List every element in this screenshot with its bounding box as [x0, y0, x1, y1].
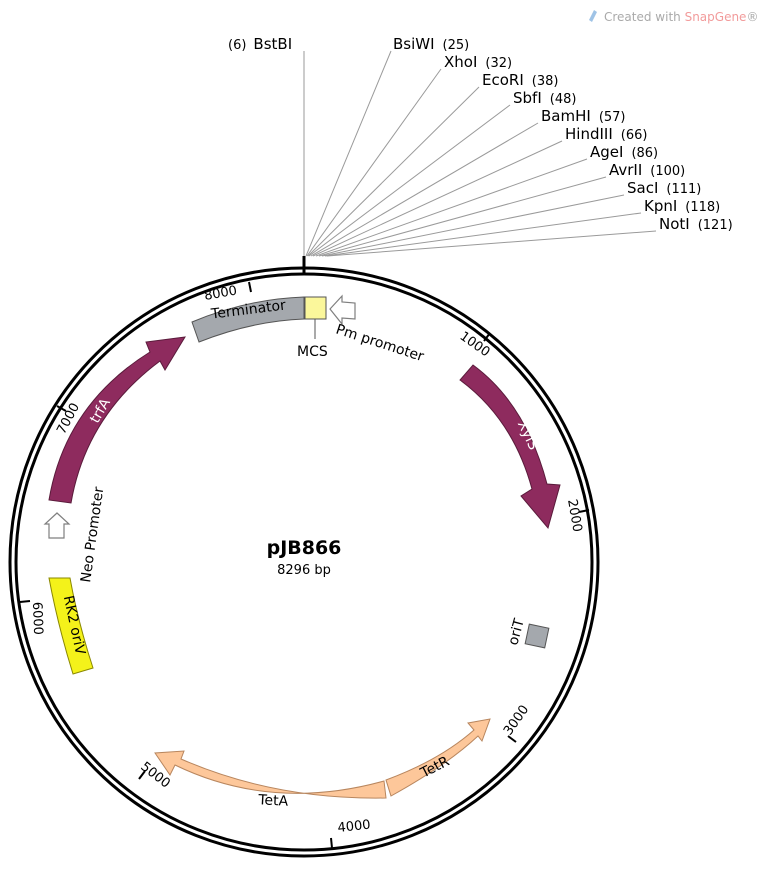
teta-label: TetA — [257, 792, 289, 810]
tick-label-2000: 2000 — [564, 498, 585, 533]
site-avrii: AvrII (100) — [609, 161, 685, 179]
backbone — [8, 256, 600, 858]
tick-label-8000: 8000 — [203, 283, 238, 304]
site-xhoi: XhoI (32) — [444, 53, 512, 71]
trfa-feature — [48, 336, 186, 504]
xyls-feature — [459, 364, 561, 530]
tick-labels: 1000 2000 3000 4000 5000 6000 7000 8000 — [29, 283, 585, 836]
site-kpni: KpnI (118) — [644, 197, 720, 215]
restriction-sites: (6) BstBI BsiWI (25) XhoI (32) EcoRI (38) Sb… — [228, 35, 733, 233]
neo-promoter-arrow — [43, 512, 71, 539]
rk2-oriv-feature — [48, 577, 94, 675]
tetr-feature — [385, 718, 491, 797]
site-sbfi: SbfI (48) — [513, 89, 576, 107]
neo-promoter-label: Neo Promoter — [78, 486, 107, 584]
site-ecori: EcoRI (38) — [482, 71, 558, 89]
pm-promoter-arrow — [329, 294, 356, 326]
snapgene-logo-icon — [589, 10, 597, 22]
teta-feature — [154, 750, 387, 799]
mcs-label: MCS — [297, 344, 328, 360]
orit-feature — [524, 623, 550, 649]
plasmid-name: pJB866 — [267, 537, 342, 559]
pm-promoter-label: Pm promoter — [334, 322, 426, 366]
site-noti: NotI (121) — [659, 215, 733, 233]
watermark-text: Created with SnapGene® — [604, 10, 758, 24]
orit-label: oriT — [505, 617, 527, 647]
site-bstbi: (6) BstBI — [228, 35, 292, 53]
site-saci: SacI (111) — [627, 179, 701, 197]
plasmid-size: 8296 bp — [277, 563, 331, 578]
snapgene-watermark: Created with SnapGene® — [589, 10, 758, 24]
site-bamhi: BamHI (57) — [541, 107, 626, 125]
site-leader-lines — [303, 50, 657, 257]
terminator-feature — [191, 296, 305, 343]
tick-label-4000: 4000 — [337, 818, 371, 836]
tick-label-6000: 6000 — [29, 602, 45, 636]
site-agei: AgeI (86) — [590, 143, 658, 161]
site-hindiii: HindIII (66) — [565, 125, 647, 143]
site-bsiwi: BsiWI (25) — [393, 35, 469, 53]
mcs-feature — [304, 296, 327, 320]
tick-label-3000: 3000 — [501, 703, 532, 739]
coordinate-ticks — [19, 281, 590, 849]
